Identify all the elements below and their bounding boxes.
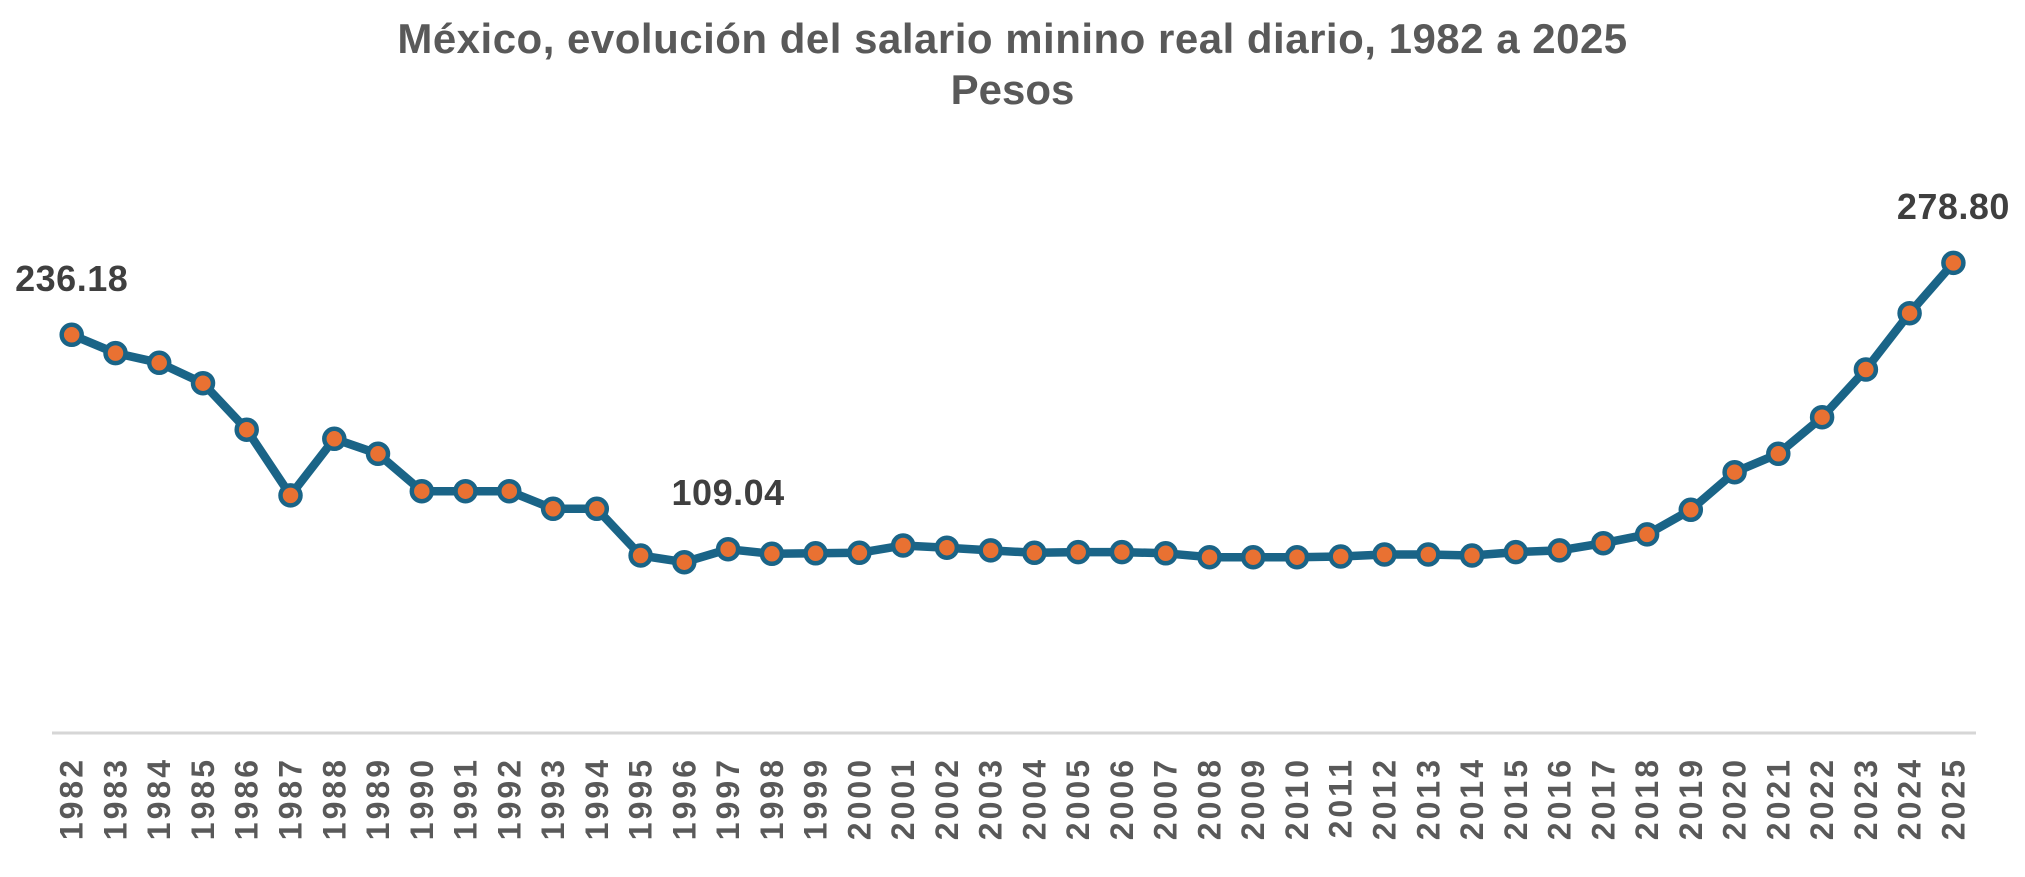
- data-point-1992: [497, 478, 522, 504]
- x-tick-2024: 2024: [1892, 757, 1928, 840]
- data-point-2021: [1766, 441, 1791, 467]
- data-point-2002: [934, 535, 960, 560]
- x-tick-2003: 2003: [973, 757, 1009, 840]
- data-point-2011: [1328, 544, 1353, 569]
- x-tick-2013: 2013: [1410, 757, 1446, 840]
- data-label-1997: 109.04: [672, 472, 785, 513]
- data-point-1999: [803, 541, 828, 566]
- data-point-2019: [1678, 497, 1704, 523]
- data-point-1990: [409, 478, 435, 504]
- data-label-1982: 236.18: [15, 258, 128, 299]
- x-tick-1992: 1992: [491, 757, 527, 840]
- data-point-1989: [365, 441, 391, 467]
- data-point-2023: [1853, 357, 1879, 382]
- data-point-1985: [190, 370, 216, 396]
- x-tick-2019: 2019: [1673, 757, 1709, 840]
- data-point-2025: [1941, 250, 1966, 276]
- x-tick-1999: 1999: [798, 757, 834, 840]
- x-tick-1996: 1996: [666, 757, 702, 840]
- x-tick-2012: 2012: [1367, 757, 1403, 840]
- data-point-1988: [322, 426, 347, 452]
- data-point-2010: [1284, 544, 1310, 570]
- x-tick-2005: 2005: [1060, 757, 1096, 840]
- data-point-2001: [890, 533, 916, 558]
- x-tick-1989: 1989: [360, 757, 396, 840]
- data-point-2003: [978, 538, 1003, 563]
- data-point-2022: [1809, 404, 1835, 430]
- x-tick-2008: 2008: [1192, 757, 1228, 840]
- data-point-1987: [278, 483, 303, 508]
- x-tick-1997: 1997: [710, 757, 746, 840]
- chart-header: México, evolución del salario minino rea…: [0, 14, 2025, 116]
- x-tick-2001: 2001: [885, 757, 921, 840]
- data-point-2014: [1459, 543, 1485, 568]
- x-tick-2002: 2002: [929, 757, 965, 840]
- data-point-2009: [1240, 544, 1266, 570]
- data-point-1994: [584, 496, 610, 522]
- series-line: [67, 258, 1958, 567]
- x-tick-2025: 2025: [1935, 757, 1971, 840]
- data-point-2018: [1634, 522, 1660, 547]
- data-point-2008: [1197, 544, 1222, 570]
- x-tick-1990: 1990: [404, 757, 440, 840]
- x-tick-2021: 2021: [1760, 757, 1796, 840]
- x-tick-2022: 2022: [1804, 757, 1840, 840]
- data-point-2015: [1503, 539, 1529, 565]
- x-tick-1984: 1984: [141, 757, 177, 840]
- x-tick-1988: 1988: [316, 757, 352, 840]
- x-tick-2007: 2007: [1148, 757, 1184, 840]
- data-point-2013: [1416, 542, 1441, 567]
- x-tick-1995: 1995: [623, 757, 659, 840]
- x-tick-2023: 2023: [1848, 757, 1884, 840]
- data-point-2012: [1372, 542, 1397, 567]
- data-point-1983: [103, 340, 128, 366]
- data-point-1986: [234, 417, 259, 442]
- x-tick-2006: 2006: [1104, 757, 1140, 840]
- x-tick-2014: 2014: [1454, 757, 1490, 840]
- data-point-1993: [540, 496, 566, 522]
- x-tick-2017: 2017: [1585, 757, 1621, 840]
- x-tick-2010: 2010: [1279, 757, 1315, 840]
- data-point-1998: [759, 541, 785, 567]
- x-tick-2018: 2018: [1629, 757, 1665, 840]
- data-point-1997: [715, 536, 741, 562]
- x-tick-2000: 2000: [841, 757, 877, 840]
- x-tick-1986: 1986: [229, 757, 265, 840]
- x-tick-1985: 1985: [185, 757, 221, 840]
- data-point-2005: [1065, 539, 1091, 565]
- data-point-2004: [1022, 540, 1047, 566]
- x-tick-1994: 1994: [579, 757, 615, 840]
- x-tick-1991: 1991: [448, 757, 484, 840]
- data-point-2016: [1547, 538, 1572, 563]
- data-point-2020: [1722, 459, 1747, 485]
- chart-title: México, evolución del salario minino rea…: [397, 15, 1628, 62]
- data-point-2024: [1897, 300, 1922, 326]
- x-tick-2015: 2015: [1498, 757, 1534, 840]
- data-point-2017: [1591, 530, 1616, 556]
- chart-subtitle: Pesos: [950, 66, 1075, 113]
- data-point-1982: [59, 322, 84, 348]
- data-point-2006: [1109, 539, 1135, 565]
- data-label-2025: 278.80: [1897, 186, 2010, 227]
- x-tick-1998: 1998: [754, 757, 790, 840]
- x-tick-2020: 2020: [1717, 757, 1753, 840]
- data-point-1984: [146, 350, 172, 376]
- data-point-1991: [453, 478, 478, 504]
- data-point-1996: [672, 549, 697, 575]
- data-point-2000: [847, 540, 872, 566]
- x-tick-1982: 1982: [54, 757, 90, 840]
- x-tick-2004: 2004: [1016, 757, 1052, 840]
- x-tick-1983: 1983: [98, 757, 134, 840]
- x-tick-2009: 2009: [1235, 757, 1271, 840]
- x-tick-2011: 2011: [1323, 757, 1359, 838]
- data-point-1995: [628, 543, 653, 568]
- x-tick-1987: 1987: [273, 757, 309, 840]
- data-point-2007: [1153, 541, 1178, 566]
- x-tick-1993: 1993: [535, 757, 571, 840]
- x-tick-2016: 2016: [1542, 757, 1578, 840]
